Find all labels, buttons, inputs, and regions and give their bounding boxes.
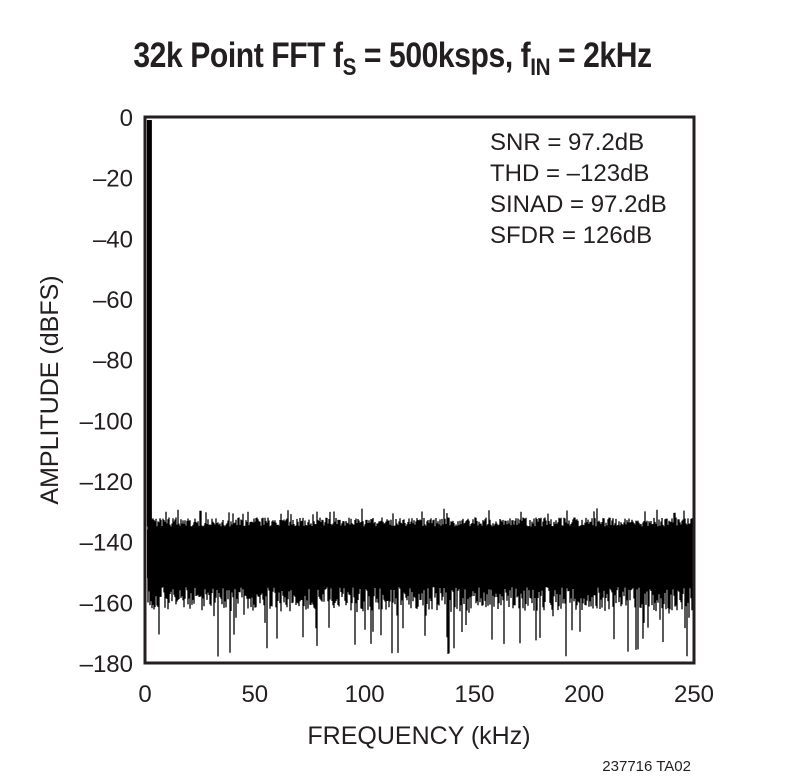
x-tick-label: 200 — [564, 681, 604, 708]
y-tick-label: –80 — [93, 348, 133, 375]
chart-title: 32k Point FFT fS = 500ksps, fIN = 2kHz — [133, 36, 652, 81]
y-tick-label: –60 — [93, 287, 133, 314]
x-tick-label: 0 — [138, 681, 151, 708]
figure-id: 237716 TA02 — [602, 758, 691, 775]
fundamental-tone — [146, 120, 152, 527]
x-axis-label: FREQUENCY (kHz) — [307, 722, 530, 750]
metric-line: SFDR = 126dB — [490, 222, 652, 249]
x-axis-ticks: 0 50 100 150 200 250 — [138, 681, 714, 708]
y-tick-label: –180 — [80, 651, 133, 678]
y-tick-label: –40 — [93, 226, 133, 253]
noise-band-core — [147, 529, 692, 579]
y-tick-label: –120 — [80, 469, 133, 496]
y-tick-label: –140 — [80, 530, 133, 557]
x-tick-label: 250 — [674, 681, 714, 708]
metric-line: SINAD = 97.2dB — [490, 191, 667, 218]
y-tick-label: –20 — [93, 166, 133, 193]
y-axis-label: AMPLITUDE (dBFS) — [36, 275, 64, 504]
x-tick-label: 150 — [454, 681, 494, 708]
plot-frame — [143, 115, 696, 665]
y-axis-ticks: 0 –20 –40 –60 –80 –100 –120 –140 –160 –180 — [80, 105, 133, 678]
x-tick-label: 100 — [345, 681, 385, 708]
fft-trace — [146, 120, 693, 657]
y-tick-label: –160 — [80, 590, 133, 617]
metric-line: THD = –123dB — [490, 160, 649, 187]
y-tick-label: 0 — [120, 105, 133, 132]
metric-line: SNR = 97.2dB — [490, 129, 644, 156]
y-tick-label: –100 — [80, 408, 133, 435]
x-tick-label: 50 — [241, 681, 268, 708]
metrics-annotation: SNR = 97.2dB THD = –123dB SINAD = 97.2dB SF… — [490, 129, 667, 249]
